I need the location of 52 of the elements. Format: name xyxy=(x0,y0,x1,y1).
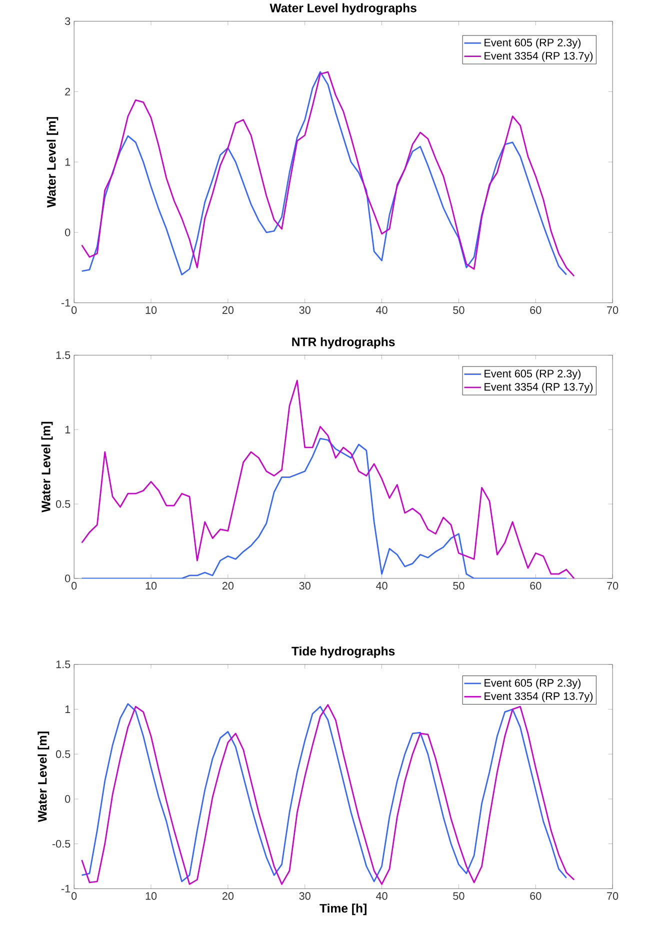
legend-label: Event 3354 (RP 13.7y) xyxy=(484,382,593,393)
y-tick-label: 1 xyxy=(65,158,70,166)
x-tick-label: 30 xyxy=(299,892,310,900)
legend-label: Event 605 (RP 2.3y) xyxy=(484,369,580,380)
y-tick-label: 2 xyxy=(65,88,70,96)
y-tick-label: 0 xyxy=(65,574,70,582)
x-tick-label: 20 xyxy=(222,306,234,314)
x-tick-label: 40 xyxy=(376,892,388,900)
x-tick-label: 50 xyxy=(453,582,464,590)
legend-label: Event 605 (RP 2.3y) xyxy=(484,38,580,49)
y-tick-label: -0.5 xyxy=(52,840,70,848)
legend-label: Event 3354 (RP 13.7y) xyxy=(484,692,593,702)
x-tick-label: 30 xyxy=(299,582,310,590)
y-tick-label: 0.5 xyxy=(56,750,70,758)
chart-title: Tide hydrographs xyxy=(292,646,395,658)
x-tick-label: 50 xyxy=(453,892,464,900)
x-tick-label: 30 xyxy=(299,306,310,314)
x-tick-label: 70 xyxy=(607,892,618,900)
x-tick-label: 20 xyxy=(222,892,234,900)
chart-title: Water Level hydrographs xyxy=(270,3,416,15)
x-tick-label: 50 xyxy=(453,306,464,314)
x-tick-label: 40 xyxy=(376,582,388,590)
x-tick-label: 10 xyxy=(146,306,157,314)
x-tick-label: 70 xyxy=(607,306,618,314)
legend-label: Event 605 (RP 2.3y) xyxy=(484,678,580,689)
x-tick-label: 20 xyxy=(222,582,234,590)
y-tick-label: 1.5 xyxy=(56,660,70,668)
x-tick-label: 70 xyxy=(607,582,618,590)
y-axis-title: Water Level [m] xyxy=(38,732,50,822)
y-tick-label: -1 xyxy=(61,884,70,892)
y-tick-label: 1 xyxy=(65,426,70,434)
legend-label: Event 3354 (RP 13.7y) xyxy=(484,52,593,62)
x-tick-label: 10 xyxy=(146,582,157,590)
x-axis-title: Time [h] xyxy=(320,904,366,916)
x-tick-label: 40 xyxy=(376,306,388,314)
y-tick-label: -1 xyxy=(61,299,70,307)
x-tick-label: 10 xyxy=(146,892,157,900)
y-tick-label: 0 xyxy=(65,795,70,803)
y-axis-title: Water Level [m] xyxy=(46,117,58,208)
y-tick-label: 3 xyxy=(65,17,70,26)
x-tick-label: 60 xyxy=(530,892,542,900)
y-axis-title: Water Level [m] xyxy=(41,422,53,512)
y-tick-label: 1 xyxy=(65,706,70,713)
y-tick-label: 0 xyxy=(65,228,70,236)
x-tick-label: 0 xyxy=(71,892,77,900)
x-tick-label: 60 xyxy=(530,582,542,590)
y-tick-label: 1.5 xyxy=(56,351,70,359)
x-tick-label: 0 xyxy=(71,306,77,314)
chart-title: NTR hydrographs xyxy=(292,337,395,349)
x-tick-label: 0 xyxy=(71,582,77,590)
y-tick-label: 0.5 xyxy=(56,500,70,508)
x-tick-label: 60 xyxy=(530,306,542,314)
